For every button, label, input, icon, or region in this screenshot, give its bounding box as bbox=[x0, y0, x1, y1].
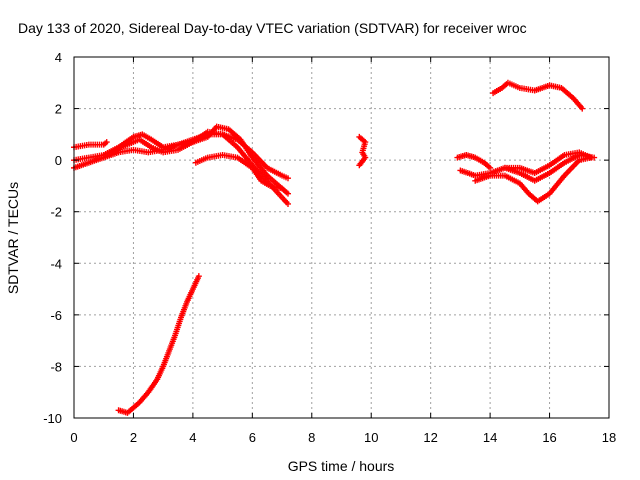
x-tick-label: 18 bbox=[602, 430, 616, 445]
data-point bbox=[487, 164, 494, 171]
x-tick-label: 8 bbox=[308, 430, 315, 445]
axis-ticks bbox=[73, 56, 610, 419]
data-point bbox=[195, 273, 202, 280]
data-series bbox=[71, 79, 598, 416]
data-point bbox=[356, 162, 363, 169]
data-point bbox=[285, 175, 291, 182]
x-tick-label: 2 bbox=[130, 430, 137, 445]
series-track-e bbox=[192, 151, 286, 192]
x-tick-label: 14 bbox=[483, 430, 497, 445]
y-tick-label: 2 bbox=[55, 102, 62, 117]
series-track-a bbox=[71, 139, 110, 151]
data-point bbox=[285, 190, 291, 197]
y-tick-label: 0 bbox=[55, 153, 62, 168]
data-point bbox=[103, 139, 110, 146]
data-point bbox=[279, 185, 286, 192]
y-tick-label: -10 bbox=[43, 411, 62, 426]
data-point bbox=[579, 105, 586, 112]
x-tick-label: 6 bbox=[249, 430, 256, 445]
y-tick-label: -6 bbox=[50, 308, 62, 323]
series-track-k bbox=[501, 149, 595, 177]
series-track-l bbox=[490, 79, 586, 112]
y-tick-label: -4 bbox=[50, 256, 62, 271]
series-track-j bbox=[472, 154, 595, 205]
plot-frame bbox=[73, 56, 610, 419]
y-tick-labels: -10 -8 -6 -4 -2 0 2 4 bbox=[43, 50, 62, 426]
y-tick-label: -2 bbox=[50, 205, 62, 220]
series-track-h bbox=[454, 151, 494, 171]
series-track-f bbox=[115, 273, 202, 416]
y-tick-label: 4 bbox=[55, 50, 62, 65]
chart-title: Day 133 of 2020, Sidereal Day-to-day VTE… bbox=[18, 20, 527, 36]
data-point bbox=[285, 200, 291, 207]
x-tick-label: 4 bbox=[189, 430, 196, 445]
x-tick-label: 16 bbox=[542, 430, 556, 445]
series-track-g bbox=[356, 133, 369, 169]
x-tick-label: 12 bbox=[423, 430, 437, 445]
y-axis-label: SDTVAR / TECUs bbox=[5, 182, 21, 294]
x-tick-labels: 0 2 4 6 8 10 12 14 16 18 bbox=[70, 430, 616, 445]
grid-lines bbox=[74, 57, 609, 418]
y-tick-label: -8 bbox=[50, 359, 62, 374]
x-tick-label: 0 bbox=[70, 430, 77, 445]
x-tick-label: 10 bbox=[364, 430, 378, 445]
data-point bbox=[588, 154, 595, 161]
x-axis-label: GPS time / hours bbox=[288, 458, 395, 474]
